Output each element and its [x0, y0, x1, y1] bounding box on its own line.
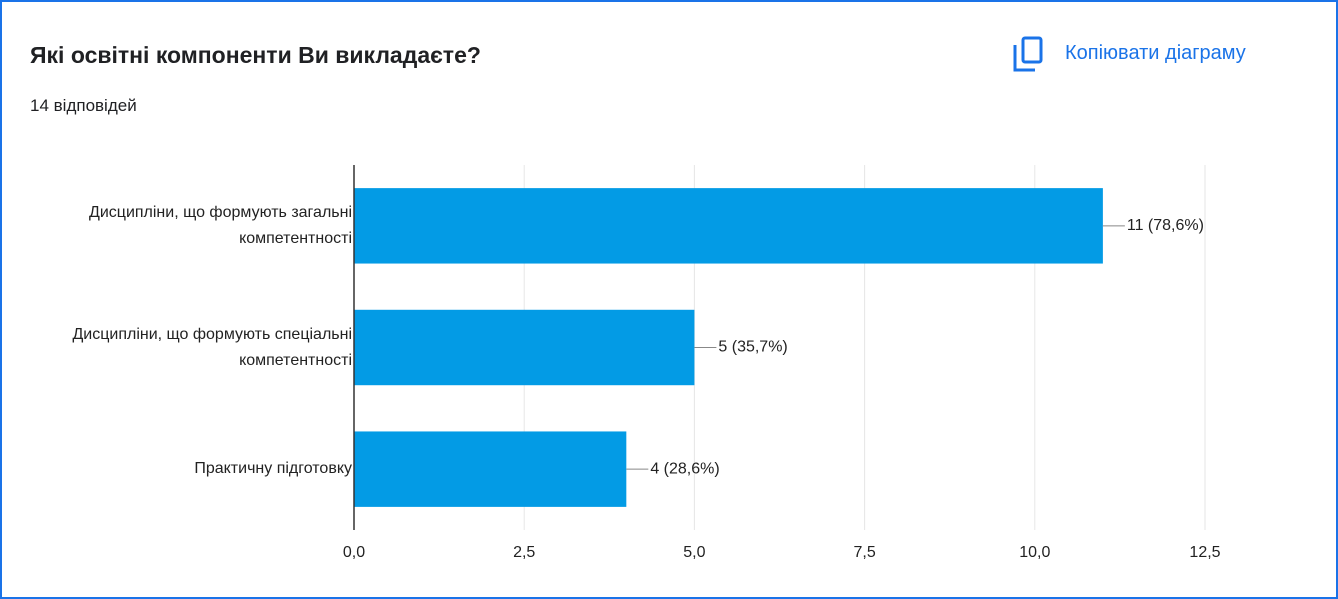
copy-button[interactable]: Копіювати діаграму	[1065, 42, 1246, 64]
x-tick-label: 2,5	[513, 544, 535, 561]
value-label: 5 (35,7%)	[718, 339, 787, 356]
bar	[354, 188, 1103, 264]
title: Які освітні компоненти Ви викладаєте?	[30, 42, 481, 68]
category-label: Дисципліни, що формують загальні компете…	[89, 203, 352, 247]
x-tick-label: 7,5	[853, 544, 875, 561]
bar	[354, 309, 695, 386]
category-label: Дисципліни, що формують спеціальні компе…	[72, 325, 352, 369]
category-label: Практичну підготовку	[194, 460, 352, 478]
x-tick-label: 12,5	[1189, 544, 1220, 561]
subtitle: 14 відповідей	[30, 96, 137, 115]
x-tick-label: 5,0	[683, 544, 705, 561]
value-label: 4 (28,6%)	[650, 460, 719, 477]
copy-icon[interactable]	[1013, 36, 1043, 72]
x-tick-label: 0,0	[343, 544, 365, 561]
bar	[354, 431, 627, 507]
x-tick-label: 10,0	[1019, 544, 1050, 561]
value-label: 11 (78,6%)	[1127, 217, 1204, 234]
